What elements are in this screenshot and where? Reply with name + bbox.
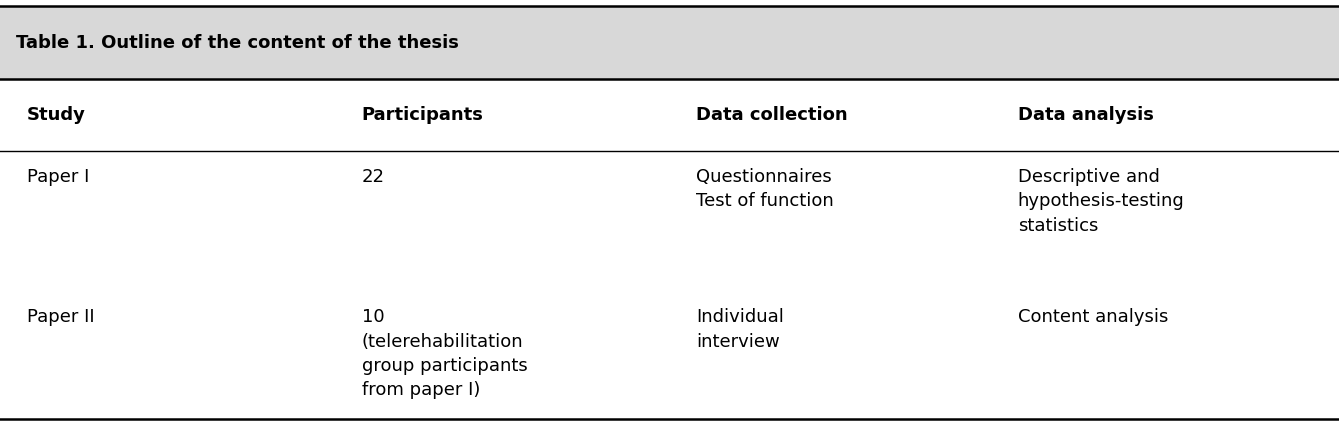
Text: Content analysis: Content analysis — [1018, 308, 1168, 326]
Text: 22: 22 — [362, 168, 384, 186]
Text: Questionnaires
Test of function: Questionnaires Test of function — [696, 168, 834, 210]
Text: Paper II: Paper II — [27, 308, 95, 326]
Text: Individual
interview: Individual interview — [696, 308, 785, 351]
Text: Data analysis: Data analysis — [1018, 106, 1153, 124]
Text: Table 1. Outline of the content of the thesis: Table 1. Outline of the content of the t… — [16, 34, 459, 52]
FancyBboxPatch shape — [0, 6, 1339, 79]
Text: Study: Study — [27, 106, 86, 124]
Text: 10
(telerehabilitation
group participants
from paper I): 10 (telerehabilitation group participant… — [362, 308, 528, 399]
Text: Participants: Participants — [362, 106, 483, 124]
Text: Descriptive and
hypothesis-testing
statistics: Descriptive and hypothesis-testing stati… — [1018, 168, 1185, 235]
Text: Data collection: Data collection — [696, 106, 848, 124]
Text: Paper I: Paper I — [27, 168, 90, 186]
